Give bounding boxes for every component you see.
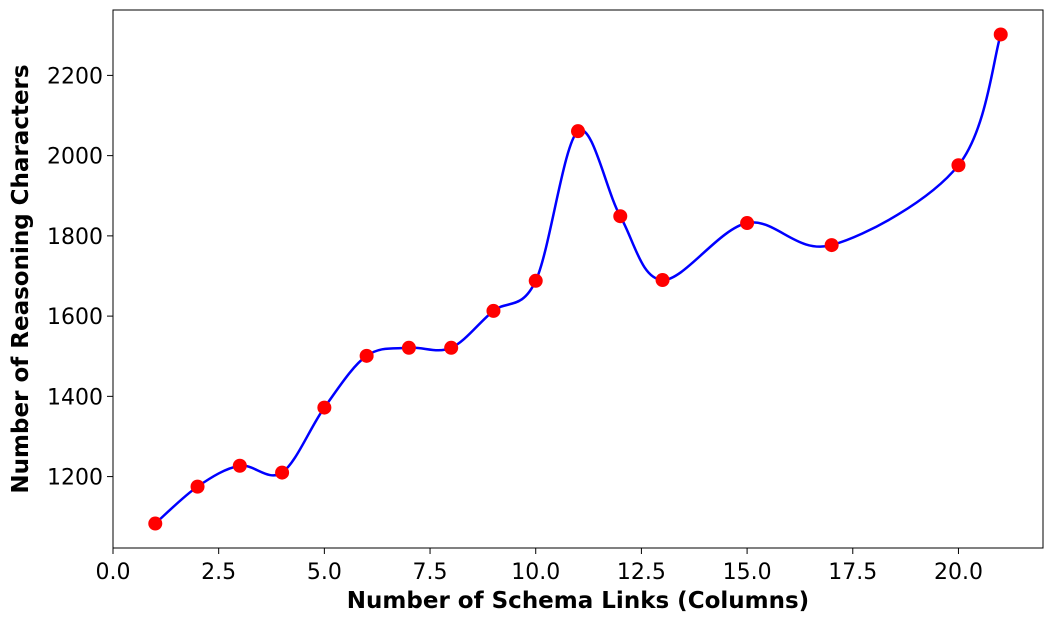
x-tick-label: 12.5 [617,560,666,585]
y-tick-label: 1800 [47,225,103,250]
data-point [401,340,416,355]
plot-frame [112,9,1044,549]
data-point [993,27,1008,42]
data-point [444,340,459,355]
data-point [740,216,755,231]
data-point [486,303,501,318]
x-tick-label: 2.5 [201,560,236,585]
x-tick-label: 0.0 [96,560,131,585]
x-tick-label: 15.0 [723,560,772,585]
data-point [359,348,374,363]
series-line [154,34,1002,525]
x-tick-label: 10.0 [511,560,560,585]
y-tick-label: 1200 [47,466,103,491]
y-axis-label: Number of Reasoning Characters [8,64,34,493]
x-tick-label: 7.5 [413,560,448,585]
x-tick-label: 5.0 [307,560,342,585]
data-point [655,273,670,288]
data-point [824,238,839,253]
y-tick-label: 2200 [47,64,103,89]
data-point [190,479,205,494]
x-axis-label: Number of Schema Links (Columns) [347,588,809,614]
data-point [148,516,163,531]
data-point [317,400,332,415]
data-point [232,458,247,473]
y-tick-label: 1400 [47,385,103,410]
data-point [613,209,628,224]
x-tick-label: 17.5 [828,560,877,585]
x-tick-label: 20.0 [934,560,983,585]
data-point [528,273,543,288]
data-point [571,124,585,139]
data-point [275,465,290,480]
data-point [951,158,966,173]
y-tick-label: 2000 [47,145,103,170]
y-tick-label: 1600 [47,305,103,330]
